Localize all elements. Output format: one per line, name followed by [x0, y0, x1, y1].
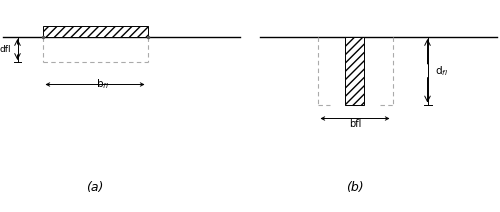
Text: (a): (a): [86, 180, 104, 194]
Text: d$_{fl}$: d$_{fl}$: [435, 64, 448, 78]
Text: b$_{fl}$: b$_{fl}$: [96, 78, 109, 91]
Text: bfl: bfl: [349, 119, 361, 129]
Bar: [42, 26, 148, 37]
Text: (b): (b): [346, 180, 364, 194]
Text: dfl: dfl: [0, 45, 12, 54]
Bar: [346, 37, 364, 105]
